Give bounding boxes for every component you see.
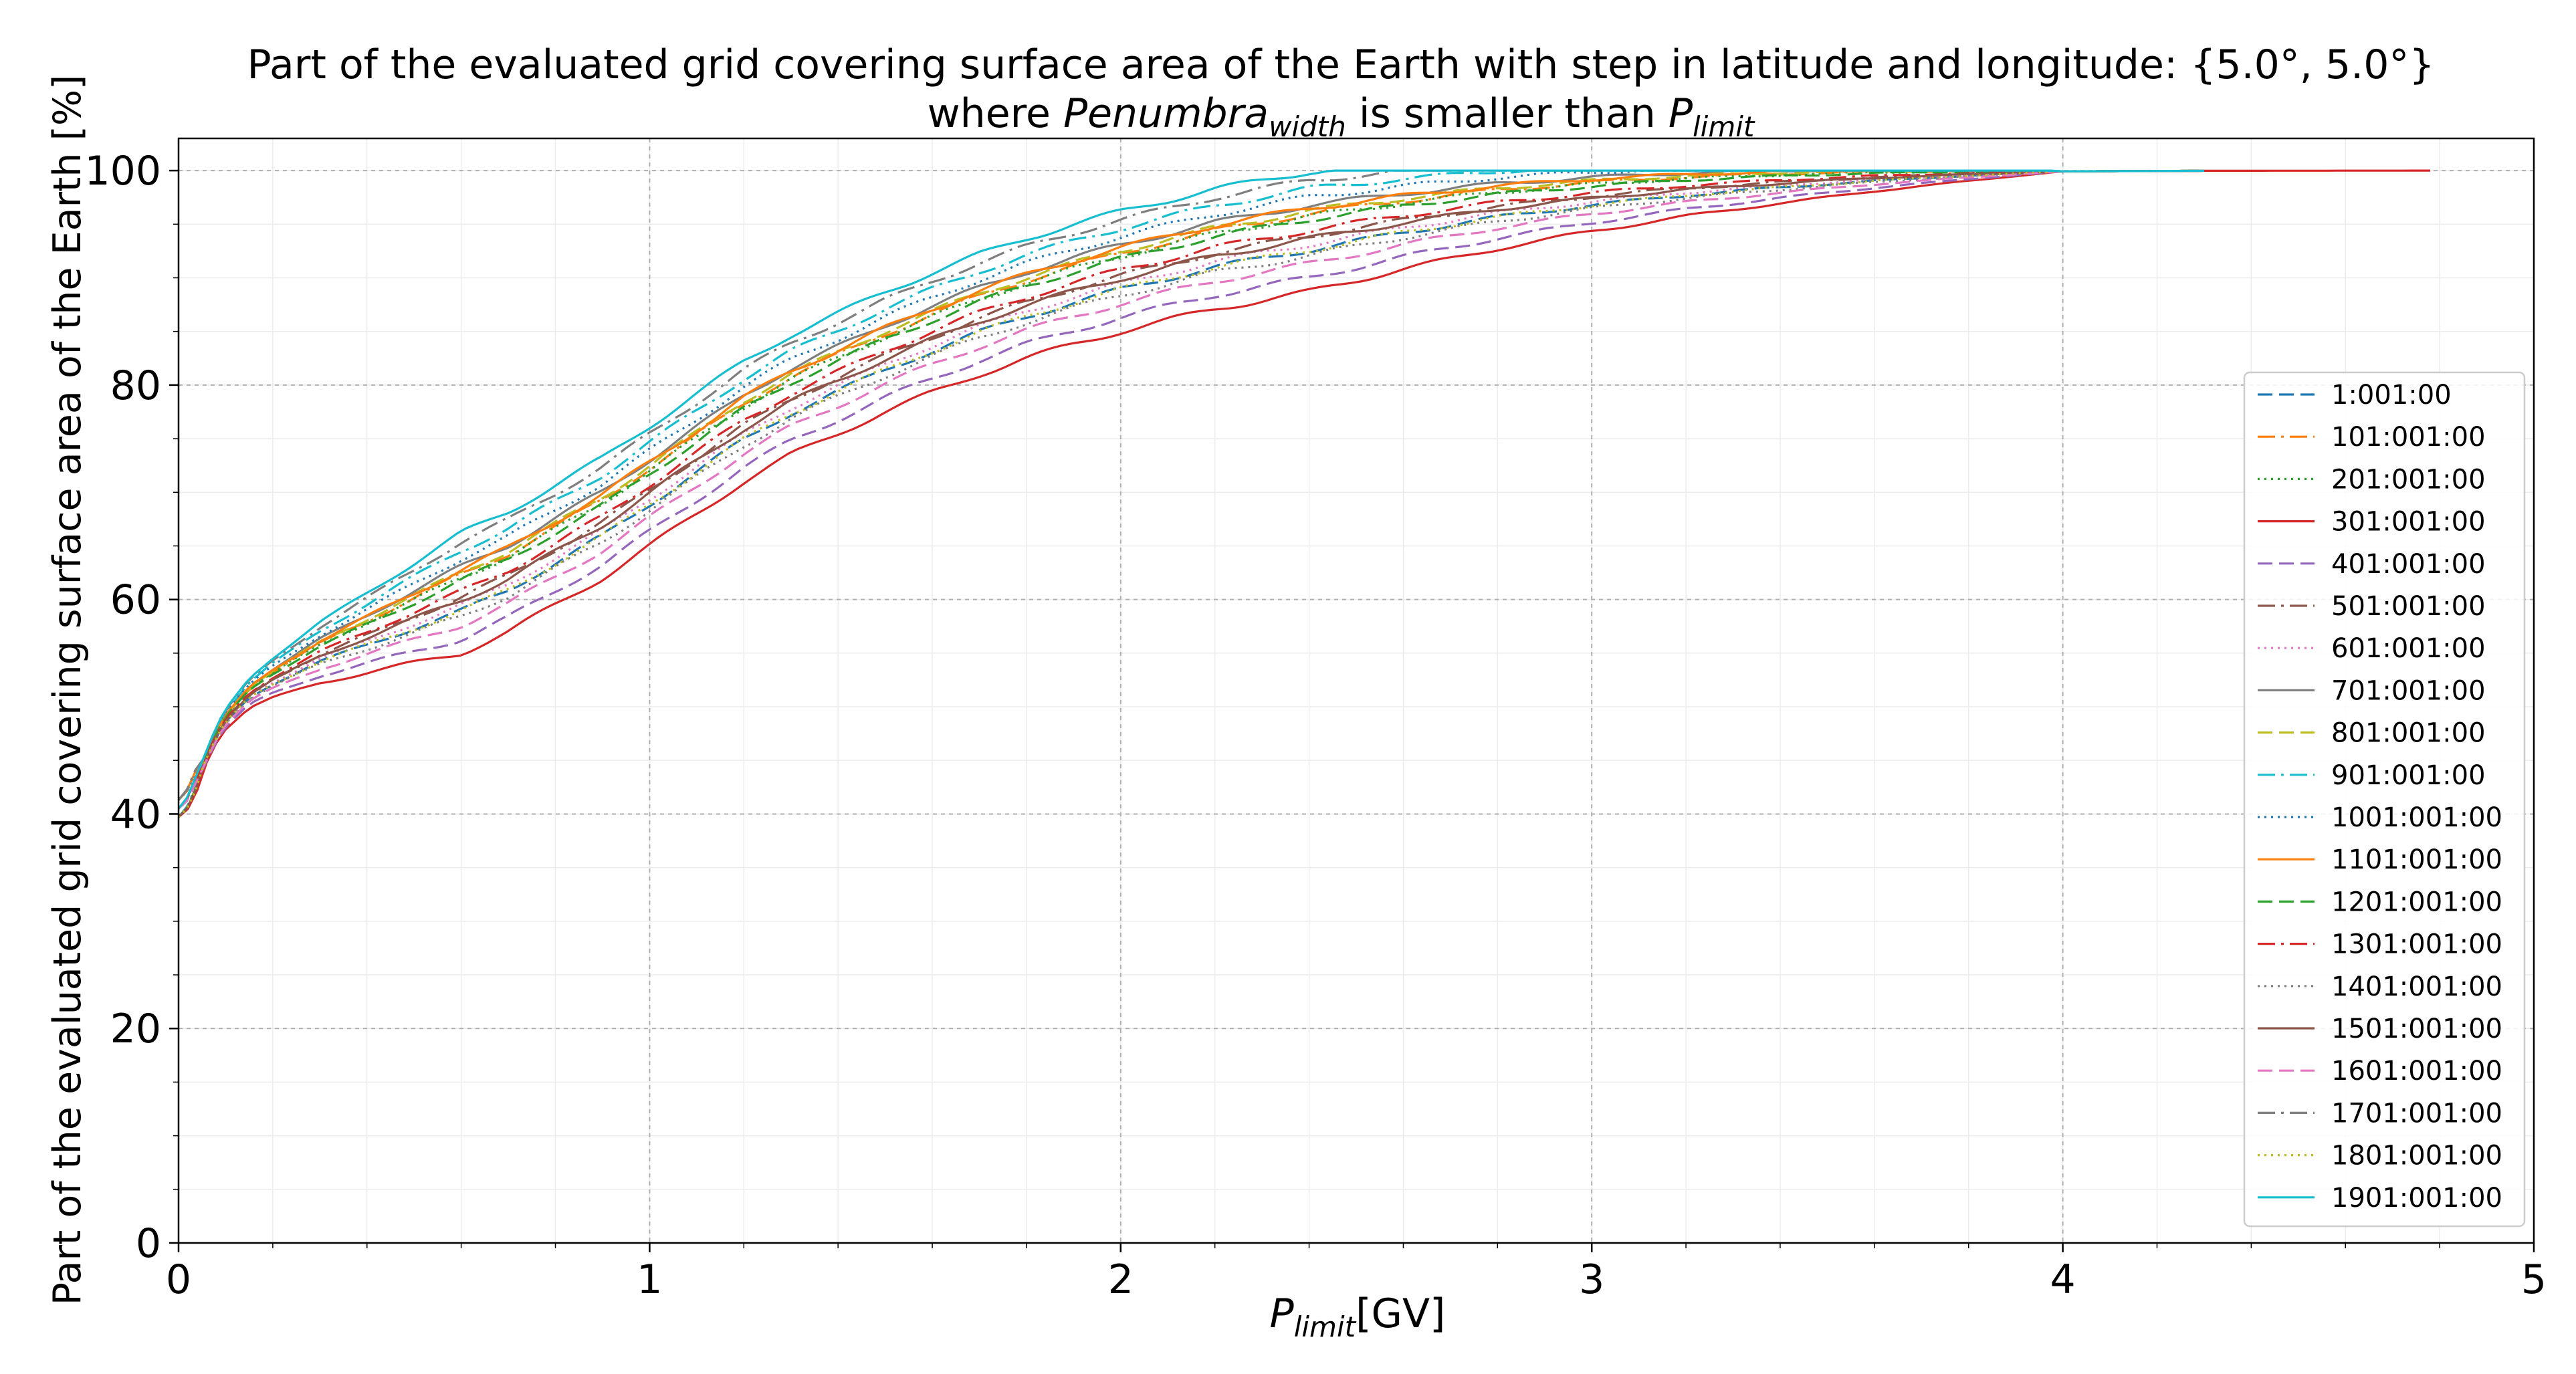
legend-label: 1201:001:00	[2331, 887, 2502, 917]
legend-label: 1401:001:00	[2331, 971, 2502, 1002]
title-var: Penumbra	[1063, 90, 1269, 137]
title-pre: where	[928, 90, 1063, 137]
series-line-1601-001-00	[177, 169, 2204, 810]
x-label-unit: [GV]	[1356, 1290, 1445, 1337]
axes-frame	[177, 137, 2535, 1244]
legend-label: 701:001:00	[2331, 675, 2486, 706]
chart-title-line1: Part of the evaluated grid covering surf…	[247, 41, 2434, 88]
y-tick-label: 40	[110, 791, 161, 838]
legend-label: 1901:001:00	[2331, 1183, 2502, 1214]
series-line-1001-001-00	[177, 169, 2204, 810]
legend-label: 801:001:00	[2331, 718, 2486, 749]
x-axis-label: Plimit[GV]	[1270, 1290, 1446, 1343]
chart-title-line2: where Penumbrawidth is smaller than Plim…	[928, 90, 1755, 143]
legend-label: 1701:001:00	[2331, 1098, 2502, 1129]
x-tick-label: 3	[1579, 1256, 1604, 1303]
y-tick-label: 100	[84, 148, 161, 195]
legend-label: 1801:001:00	[2331, 1141, 2502, 1171]
x-tick-label: 1	[637, 1256, 662, 1303]
series-line-501-001-00	[177, 169, 2204, 801]
y-tick-label: 80	[110, 362, 161, 409]
y-axis-ticks: 0 20 40 60 80 100	[84, 148, 179, 1267]
legend-label: 1101:001:00	[2331, 844, 2502, 875]
series-line-1801-001-00	[177, 169, 2204, 818]
legend-label: 1301:001:00	[2331, 929, 2502, 960]
legend-label: 1601:001:00	[2331, 1056, 2502, 1086]
y-axis-label: Part of the evaluated grid covering surf…	[45, 75, 90, 1306]
legend-label: 301:001:00	[2331, 507, 2486, 538]
series-line-401-001-00	[177, 169, 2204, 810]
legend-label: 1501:001:00	[2331, 1014, 2502, 1044]
x-tick-label: 0	[166, 1256, 191, 1303]
series-line-201-001-00	[177, 169, 2204, 801]
y-tick-label: 0	[136, 1220, 161, 1267]
legend-label: 501:001:00	[2331, 591, 2486, 622]
legend-label: 401:001:00	[2331, 549, 2486, 580]
x-tick-label: 4	[2050, 1256, 2076, 1303]
legend: 1:001:00 101:001:00 201:001:00 301:001:00 40…	[2243, 371, 2526, 1228]
series-lines	[177, 169, 2430, 818]
y-tick-label: 20	[110, 1006, 161, 1052]
x-axis-ticks: 0 1 2 3 4 5	[166, 1243, 2547, 1303]
series-line-1201-001-00	[177, 169, 2204, 818]
y-tick-label: 60	[110, 577, 161, 624]
legend-label: 201:001:00	[2331, 464, 2486, 495]
x-label-sub: limit	[1294, 1310, 1357, 1343]
legend-label: 901:001:00	[2331, 760, 2486, 791]
legend-items: 1:001:00 101:001:00 201:001:00 301:001:00 40…	[2258, 380, 2502, 1214]
series-line-1501-001-00	[177, 169, 2204, 818]
series-line-1301-001-00	[177, 169, 2204, 810]
x-tick-label: 5	[2521, 1256, 2547, 1303]
series-line-1901-001-00	[177, 169, 2204, 810]
legend-label: 1:001:00	[2331, 380, 2452, 411]
legend-box	[2243, 371, 2526, 1228]
title-mid: is smaller than	[1346, 90, 1669, 137]
title-lim: P	[1669, 90, 1693, 137]
legend-label: 101:001:00	[2331, 422, 2486, 453]
legend-label: 1001:001:00	[2331, 802, 2502, 833]
x-tick-label: 2	[1108, 1256, 1134, 1303]
plot-area: 0 1 2 3 4 5 0 20 40 60 80 100	[84, 137, 2547, 1303]
x-label-var: P	[1270, 1290, 1295, 1337]
legend-label: 601:001:00	[2331, 633, 2486, 664]
